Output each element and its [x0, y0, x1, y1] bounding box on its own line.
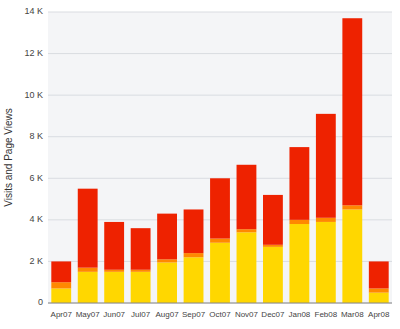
grid-line	[48, 95, 392, 96]
bar-segment	[104, 272, 124, 303]
bar-segment	[51, 288, 71, 303]
y-tick-label: 2 K	[29, 256, 43, 266]
bar-segment	[131, 228, 151, 270]
y-axis: 0 2 K 4 K 6 K 8 K 10 K 12 K 14 K	[24, 6, 392, 307]
bar-segment	[263, 195, 283, 245]
bar-segment	[51, 261, 71, 282]
bar-segment	[131, 270, 151, 272]
bar-segment	[157, 214, 177, 260]
x-tick-label: Dec07	[261, 310, 285, 319]
x-tick-label: Nov07	[235, 310, 259, 319]
x-tick-label: Aug07	[156, 310, 180, 319]
y-tick-label: 8 K	[29, 131, 43, 141]
x-axis-line	[48, 303, 392, 304]
x-tick-label: Jan08	[288, 310, 310, 319]
bar-segment	[263, 245, 283, 247]
x-tick-label: May07	[76, 310, 101, 319]
grid-line	[48, 303, 392, 304]
bar-segment	[369, 261, 389, 288]
chart-container: 0 2 K 4 K 6 K 8 K 10 K 12 K 14 K Apr07May07Jun07…	[0, 0, 400, 329]
bar-segment	[78, 272, 98, 303]
y-tick-label: 0	[38, 297, 43, 307]
bar-segment	[369, 293, 389, 303]
bar-segment	[184, 257, 204, 303]
bar-segment	[104, 222, 124, 270]
y-tick-label: 4 K	[29, 214, 43, 224]
x-tick-label: Jun07	[103, 310, 125, 319]
bar-segment	[369, 288, 389, 292]
bar-segment	[184, 253, 204, 257]
bar-segment	[184, 209, 204, 253]
bar-segment	[316, 218, 336, 222]
bar-segment	[342, 205, 362, 209]
bar-segment	[289, 220, 309, 224]
bar-segment	[78, 268, 98, 272]
bar-segment	[342, 18, 362, 205]
x-tick-label: Apr08	[368, 310, 390, 319]
bar-segment	[131, 272, 151, 303]
bar-segment	[263, 247, 283, 303]
bar-segment	[316, 114, 336, 218]
bar-segment	[210, 178, 230, 238]
grid-line	[48, 53, 392, 54]
x-tick-label: Mar08	[341, 310, 364, 319]
y-tick-label: 10 K	[24, 90, 43, 100]
bar-segment	[289, 224, 309, 303]
y-tick-label: 14 K	[24, 6, 43, 16]
plot-background	[48, 12, 392, 303]
bar-segment	[237, 232, 257, 303]
bars	[51, 18, 388, 303]
bar-segment	[51, 282, 71, 288]
x-tick-label: Feb08	[315, 310, 338, 319]
bar-segment	[316, 222, 336, 303]
bar-segment	[237, 229, 257, 232]
x-tick-label: Sep07	[182, 310, 206, 319]
bar-segment	[210, 243, 230, 303]
y-axis-label: Visits and Page Views	[3, 108, 14, 207]
bar-segment	[210, 239, 230, 243]
x-tick-label: Jul07	[131, 310, 151, 319]
bar-segment	[237, 165, 257, 229]
grid-line	[48, 12, 392, 13]
y-tick-label: 6 K	[29, 173, 43, 183]
bar-segment	[104, 270, 124, 272]
x-tick-label: Apr07	[51, 310, 73, 319]
x-axis: Apr07May07Jun07 Jul07 Aug07Sep07Oct07 Nov07…	[51, 310, 390, 319]
grid-line	[48, 136, 392, 137]
bar-segment	[78, 189, 98, 268]
bar-segment	[342, 209, 362, 303]
chart: 0 2 K 4 K 6 K 8 K 10 K 12 K 14 K Apr07May07Jun07…	[0, 0, 400, 329]
bar-segment	[289, 147, 309, 220]
bar-segment	[157, 259, 177, 262]
bar-segment	[157, 262, 177, 303]
y-tick-label: 12 K	[24, 48, 43, 58]
x-tick-label: Oct07	[209, 310, 231, 319]
